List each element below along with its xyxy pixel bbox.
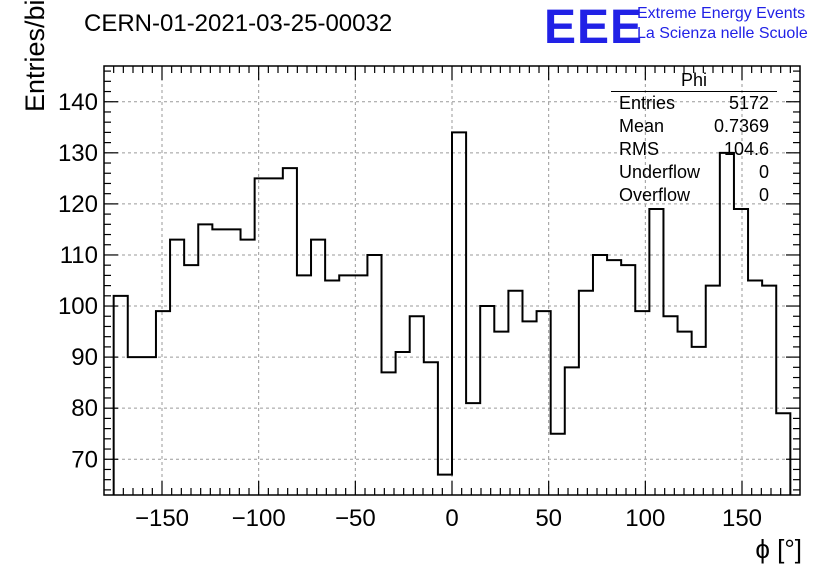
stats-row-overflow: Overflow 0 bbox=[611, 184, 777, 207]
histogram-bin bbox=[508, 291, 522, 495]
histogram-bin bbox=[367, 255, 381, 495]
stats-label: Underflow bbox=[619, 162, 701, 182]
x-tick-label: 0 bbox=[445, 505, 458, 532]
stats-row-mean: Mean 0.7369 bbox=[611, 115, 777, 138]
eee-logo-caption: Extreme Energy Events La Scienza nelle S… bbox=[637, 4, 808, 44]
stats-label: RMS bbox=[619, 139, 659, 159]
stats-value: 0 bbox=[758, 162, 769, 182]
histogram-bin bbox=[269, 178, 283, 495]
y-tick-label: 70 bbox=[71, 446, 98, 473]
histogram-bin bbox=[339, 275, 353, 495]
histogram-bin bbox=[635, 311, 649, 495]
histogram-outline bbox=[112, 131, 792, 495]
stats-row-underflow: Underflow 0 bbox=[611, 161, 777, 184]
histogram-bin bbox=[114, 296, 128, 495]
stats-box-title: Phi bbox=[611, 70, 777, 92]
histogram-bin bbox=[184, 265, 198, 495]
histogram-bin bbox=[297, 275, 311, 495]
y-tick-label: 90 bbox=[71, 344, 98, 371]
logo-caption-line-2: La Scienza nelle Scuole bbox=[637, 25, 808, 42]
histogram-bin bbox=[663, 316, 677, 495]
stats-row-entries: Entries 5172 bbox=[611, 92, 777, 115]
histogram-bin bbox=[170, 240, 184, 495]
y-tick-label: 140 bbox=[58, 89, 98, 116]
histogram-bin bbox=[438, 475, 452, 495]
x-tick-label: −150 bbox=[135, 505, 189, 532]
histogram-bin bbox=[241, 240, 255, 495]
run-title: CERN-01-2021-03-25-00032 bbox=[84, 10, 393, 37]
stats-value: 0.7369 bbox=[713, 116, 769, 136]
histogram-bin bbox=[212, 229, 226, 495]
histogram-bin bbox=[142, 357, 156, 495]
histogram-bin bbox=[706, 286, 720, 495]
histogram-bin bbox=[466, 403, 480, 495]
histogram-bin bbox=[325, 281, 339, 496]
histogram-bin bbox=[410, 316, 424, 495]
histogram-bin bbox=[522, 321, 536, 495]
x-tick-label: −50 bbox=[335, 505, 376, 532]
histogram-bin bbox=[156, 311, 170, 495]
histogram-bin bbox=[128, 357, 142, 495]
histogram-bin bbox=[424, 362, 438, 495]
histogram-bin bbox=[649, 209, 663, 495]
histogram-bin bbox=[776, 413, 790, 495]
histogram-bin bbox=[283, 168, 297, 495]
x-tick-label: 100 bbox=[625, 505, 665, 532]
histogram-bin bbox=[480, 306, 494, 495]
x-tick-label: −100 bbox=[232, 505, 286, 532]
eee-logo: EEE bbox=[544, 1, 644, 54]
y-tick-label: 100 bbox=[58, 293, 98, 320]
histogram-bin bbox=[607, 260, 621, 495]
stats-value: 0 bbox=[758, 185, 769, 205]
stats-label: Overflow bbox=[619, 185, 691, 205]
histogram-bin bbox=[396, 352, 410, 495]
histogram-bin bbox=[494, 332, 508, 495]
x-tick-label: 150 bbox=[722, 505, 762, 532]
histogram-bin bbox=[748, 281, 762, 496]
stats-value: 104.6 bbox=[723, 139, 769, 159]
stats-label: Entries bbox=[619, 93, 676, 113]
x-tick-label: 50 bbox=[535, 505, 562, 532]
y-tick-label: 80 bbox=[71, 395, 98, 422]
histogram-bin bbox=[762, 286, 776, 495]
histogram-bin bbox=[226, 229, 240, 495]
histogram-bin bbox=[734, 209, 748, 495]
y-axis-label: Entries/bin bbox=[20, 0, 50, 112]
stats-box: Phi Entries 5172 Mean 0.7369 RMS 104.6 U… bbox=[611, 70, 777, 207]
histogram-bin bbox=[565, 367, 579, 495]
histogram-bin bbox=[551, 434, 565, 495]
histogram-bin bbox=[678, 332, 692, 495]
histogram-bin bbox=[311, 240, 325, 495]
histogram-bin bbox=[382, 372, 396, 495]
histogram-bin bbox=[692, 347, 706, 495]
logo-caption-line-1: Extreme Energy Events bbox=[637, 5, 806, 22]
histogram-bin bbox=[255, 178, 269, 495]
stats-label: Mean bbox=[619, 116, 665, 136]
y-tick-label: 130 bbox=[58, 140, 98, 167]
histogram-bin bbox=[537, 311, 551, 495]
x-axis-label: ϕ [°] bbox=[755, 534, 802, 564]
histogram-bin bbox=[593, 255, 607, 495]
y-tick-label: 120 bbox=[58, 191, 98, 218]
histogram-bin bbox=[579, 291, 593, 495]
stats-value: 5172 bbox=[728, 93, 769, 113]
histogram-bin bbox=[353, 275, 367, 495]
histogram-bin bbox=[621, 265, 635, 495]
histogram-bin bbox=[198, 224, 212, 495]
stats-row-rms: RMS 104.6 bbox=[611, 138, 777, 161]
y-tick-label: 110 bbox=[60, 242, 98, 269]
histogram-bin bbox=[452, 132, 466, 495]
